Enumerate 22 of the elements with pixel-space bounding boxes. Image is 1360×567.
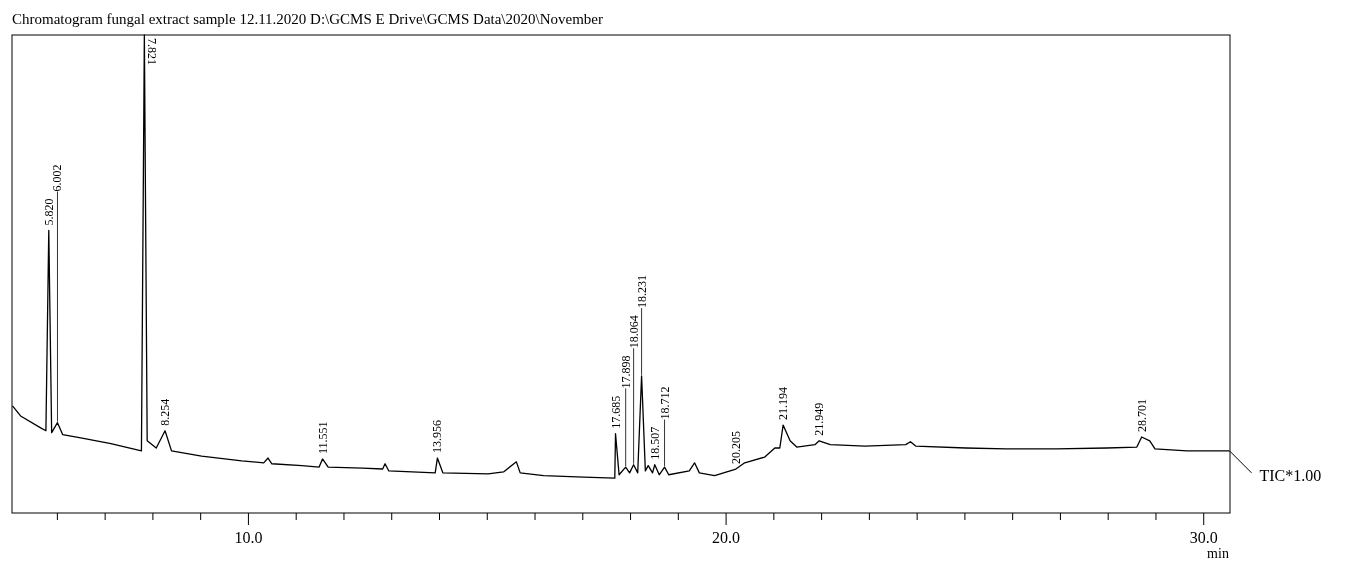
- annotation: 7.821: [145, 38, 160, 65]
- annotation: 18.712: [657, 386, 672, 420]
- annotation: 11.551: [315, 421, 330, 454]
- annotation: 13.956: [430, 420, 445, 454]
- annotation: 28.701: [1134, 399, 1149, 432]
- x-axis-title: min: [1207, 546, 1229, 561]
- annotation: 21.949: [812, 402, 827, 436]
- text: TIC*1.00: [1259, 466, 1322, 484]
- annotation: 17.898: [618, 355, 633, 389]
- chart-title: Chromatogram fungal extract sample 12.11.2020 D:\GCMS E Drive\GCMS Data\2020\November: [12, 11, 604, 27]
- annotation: 18.231: [634, 275, 649, 309]
- x-tick-label: 20.0: [712, 529, 741, 546]
- annotation: 17.685: [608, 395, 623, 429]
- annotation: 21.194: [776, 387, 791, 421]
- x-tick-label: 30.0: [1189, 529, 1218, 546]
- annotation: 18.064: [626, 315, 641, 349]
- annotation: 6.002: [50, 164, 65, 192]
- annotation: 8.254: [158, 398, 173, 426]
- annotation: 20.205: [728, 431, 743, 465]
- annotation: 5.820: [41, 198, 56, 226]
- annotation: 18.507: [647, 426, 662, 460]
- x-tick-label: 10.0: [234, 529, 263, 546]
